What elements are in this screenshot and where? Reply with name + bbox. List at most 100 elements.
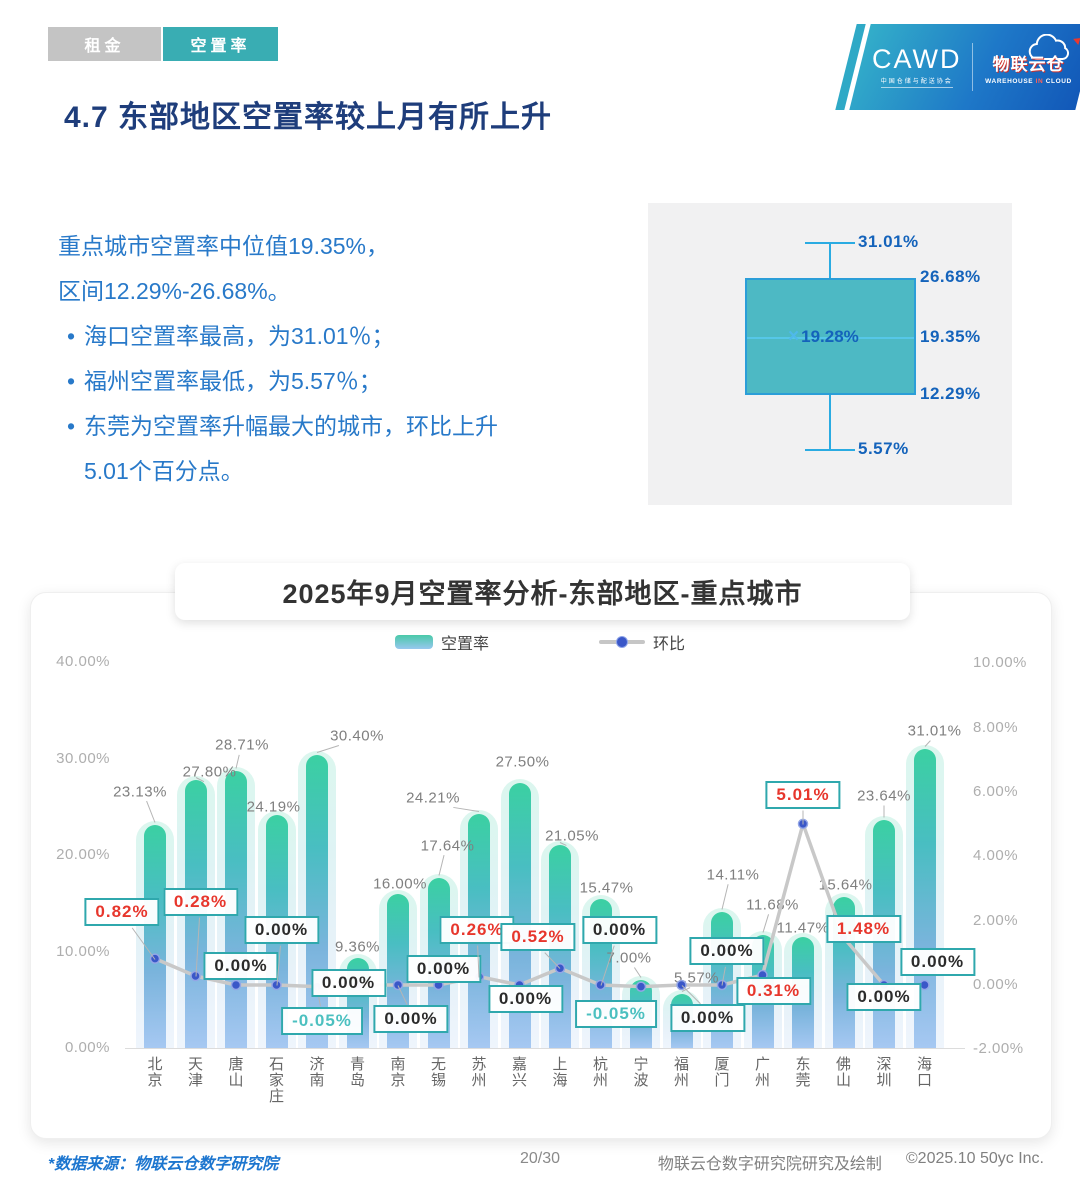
mom-value-label: 0.00% <box>846 983 922 1011</box>
tab-vacancy[interactable]: 空置率 <box>163 27 278 61</box>
banner-content: CAWD 中国仓储与配送协会 物联云仓 WAREHOUSE IN CLOUD <box>872 24 1080 110</box>
mom-value-label: 0.00% <box>689 937 765 965</box>
boxplot-panel: × 19.28% 31.01% 26.68% 19.35% 12.29% 5.57% <box>648 203 1012 505</box>
boxplot-q3-label: 26.68% <box>920 267 981 287</box>
mom-value-label: 0.00% <box>899 948 976 976</box>
boxplot-mean-label: × 19.28% <box>788 326 859 348</box>
x-axis-city-label: 青 岛 <box>349 1056 366 1089</box>
brand-subtitle: WAREHOUSE IN CLOUD <box>985 78 1072 85</box>
bar-value-label: 24.19% <box>246 798 301 816</box>
bar-value-label: 30.40% <box>330 727 384 745</box>
bar-value-label: 14.11% <box>706 866 760 884</box>
y-axis-left-label: 30.00% <box>56 749 110 767</box>
x-axis-city-label: 厦 门 <box>714 1056 730 1089</box>
summary-bullet-3: • 东莞为空置率升幅最大的城市，环比上升 5.01个百分点。 <box>58 404 668 494</box>
mom-value-label: 0.00% <box>581 916 658 944</box>
footer-credit: 物联云仓数字研究院研究及绘制 <box>657 1156 882 1173</box>
x-axis-city-label: 杭 州 <box>592 1056 609 1089</box>
mom-value-label: 0.82% <box>84 897 160 926</box>
boxplot-median-label: 19.35% <box>920 326 981 346</box>
summary-bullet-3-line1: 东莞为空置率升幅最大的城市，环比上升 <box>84 413 498 439</box>
mom-value-label: 0.00% <box>669 1004 746 1032</box>
vacancy-swatch-icon <box>394 635 433 649</box>
legend-label-vacancy: 空置率 <box>440 636 489 653</box>
summary-block: 重点城市空置率中位值19.35%， 区间12.29%-26.68%。 • 海口空… <box>58 224 668 494</box>
legend-item-vacancy[interactable]: 空置率 <box>394 630 489 654</box>
summary-bullet-3-text: 东莞为空置率升幅最大的城市，环比上升 5.01个百分点。 <box>84 404 498 494</box>
mom-marker <box>230 979 242 991</box>
bar-value-label: 28.71% <box>215 736 269 754</box>
bar-value-label: 16.00% <box>373 875 427 893</box>
legend-item-mom[interactable]: 环比 <box>599 630 685 654</box>
x-axis-city-label: 唐 山 <box>228 1056 244 1089</box>
summary-bullet-1: • 海口空置率最高，为31.01％； <box>58 314 668 359</box>
boxplot-min-label: 5.57% <box>858 439 909 458</box>
boxplot-whisker-upper <box>829 243 831 279</box>
bullet-dot: • <box>66 413 76 439</box>
y-axis-left-label: 40.00% <box>56 653 110 670</box>
x-axis-city-label: 北 京 <box>147 1056 163 1089</box>
summary-bullet-1-text: 海口空置率最高，为31.01％； <box>84 323 395 349</box>
summary-bullet-2-text: 福州空置率最低，为5.57％； <box>84 368 382 394</box>
x-axis-city-label: 嘉 兴 <box>511 1056 528 1089</box>
y-axis-left-label: 10.00% <box>56 942 110 960</box>
tab-rent[interactable]: 租金 <box>48 27 161 61</box>
mom-value-label: 0.00% <box>405 955 482 983</box>
x-axis-city-label: 南 京 <box>390 1056 406 1089</box>
bar-value-label: 11.68% <box>746 896 799 914</box>
bar-value-label: 9.36% <box>334 938 381 956</box>
x-axis-city-label: 佛 山 <box>835 1056 852 1089</box>
bar-value-label: 23.13% <box>113 783 167 801</box>
bar-value-label: 17.64% <box>420 837 475 855</box>
bar-value-label: 11.47% <box>776 919 830 937</box>
mom-value-label: 0.00% <box>310 969 387 997</box>
bar-value-label: 23.64% <box>857 787 911 805</box>
page-title: 4.7 东部地区空置率较上月有所上升 <box>64 101 553 134</box>
mom-line-icon <box>599 636 645 648</box>
x-axis-city-label: 无 锡 <box>430 1056 447 1089</box>
banner-divider <box>971 43 973 91</box>
page-number: 20/30 <box>519 1150 561 1167</box>
mom-value-label: 0.28% <box>162 887 239 916</box>
y-axis-right-label: 0.00% <box>973 976 1019 993</box>
summary-line-2: 区间12.29%-26.68%。 <box>58 269 668 314</box>
brand-logo: 物联云仓 WAREHOUSE IN CLOUD <box>983 33 1080 85</box>
chart-title: 2025年9月空置率分析-东部地区-重点城市 <box>175 563 910 620</box>
x-axis-city-label: 福 州 <box>673 1056 690 1089</box>
mom-line-chart <box>149 818 930 992</box>
x-axis-city-label: 东 莞 <box>795 1056 811 1089</box>
cloud-icon <box>1028 33 1069 60</box>
footer-credits: 物联云仓数字研究院研究及绘制 ©2025.10 50yc Inc. <box>658 1150 1044 1174</box>
mom-value-label: 0.00% <box>203 952 279 980</box>
y-axis-left-label: 20.00% <box>56 846 110 863</box>
summary-bullet-3-line2: 5.01个百分点。 <box>84 458 244 484</box>
cawd-logo: CAWD 中国仓储与配送协会 <box>872 46 962 88</box>
summary-line-1-text: 重点城市空置率中位值19.35%， <box>58 233 390 259</box>
legend-label-mom: 环比 <box>653 636 686 653</box>
y-axis-right-label: 8.00% <box>973 718 1019 736</box>
bar-value-label: 15.47% <box>579 879 634 897</box>
y-axis-right-label: 2.00% <box>973 911 1019 929</box>
mom-marker <box>635 981 647 992</box>
footer-data-source: *数据来源：物联云仓数字研究院 <box>48 1156 279 1173</box>
x-axis-city-label: 石 家 庄 <box>268 1056 285 1105</box>
bar-value-label: 15.64% <box>818 876 873 894</box>
brand-sub-word1: WAREHOUSE <box>985 77 1034 85</box>
summary-line-1: 重点城市空置率中位值19.35%， <box>58 224 668 269</box>
bar-value-label: 27.50% <box>495 753 550 771</box>
mom-value-label: 0.52% <box>500 923 576 952</box>
boxplot-median-line <box>747 336 914 339</box>
y-axis-right-label: 6.00% <box>973 782 1019 800</box>
mom-value-label: -0.05% <box>281 1006 363 1035</box>
x-axis-baseline <box>125 1048 965 1049</box>
summary-bullet-2: • 福州空置率最低，为5.57％； <box>58 359 668 404</box>
boxplot-whisker-lower <box>829 395 831 450</box>
mom-marker <box>392 979 404 991</box>
mom-value-label: 0.31% <box>735 977 812 1006</box>
mom-dot-icon <box>616 636 628 648</box>
x-axis-city-label: 上 海 <box>552 1056 568 1089</box>
brand-wordmark: 物联云仓 <box>992 54 1065 74</box>
combo-plot: 23.13% 27.80% 28.71% 24.19% 30.40% 9.36% 16.00… <box>56 653 1026 1125</box>
mom-line <box>154 822 925 989</box>
